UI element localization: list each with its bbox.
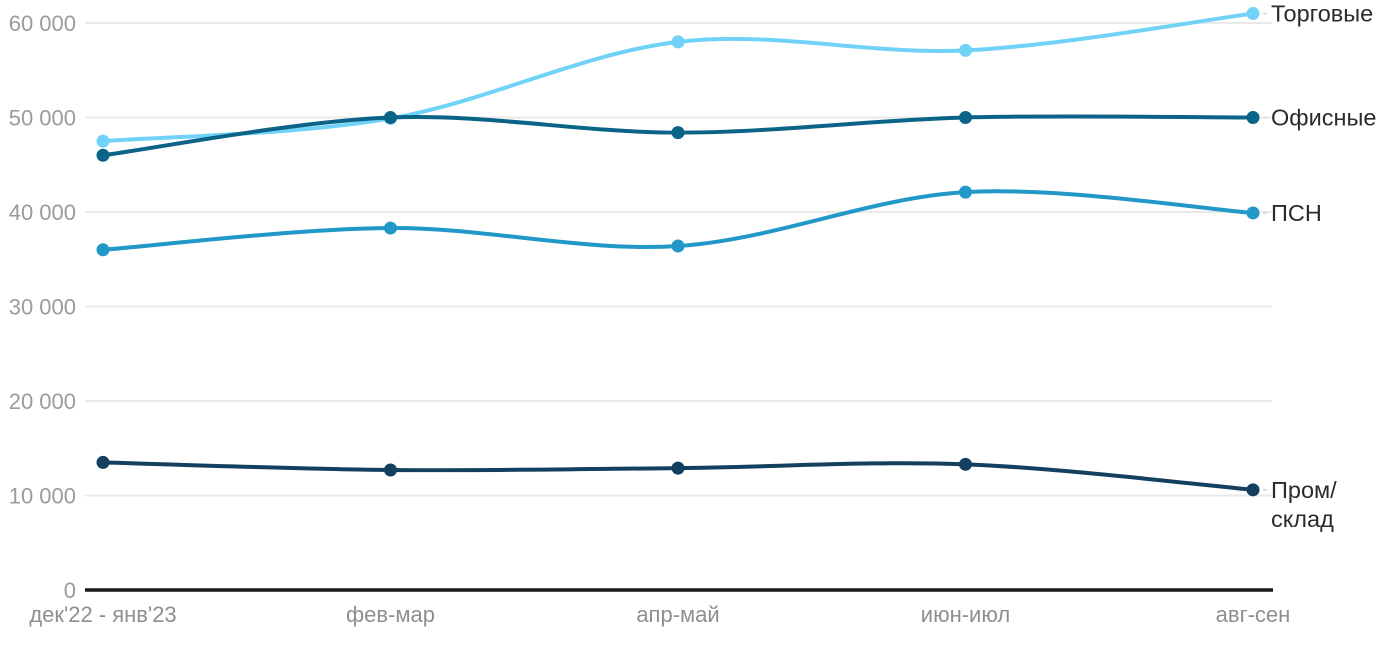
series-end-label: склад [1271, 506, 1334, 532]
data-point [96, 243, 110, 257]
y-tick-label: 20 000 [9, 389, 76, 414]
data-point [1246, 483, 1260, 497]
data-point [671, 35, 685, 49]
series-end-label: Торговые [1271, 1, 1373, 27]
data-point [384, 111, 397, 124]
x-tick-label: апр-май [636, 602, 719, 627]
series-ПСН: ПСН [96, 185, 1322, 257]
x-tick-label: авг-сен [1216, 602, 1291, 627]
y-tick-label: 60 000 [9, 11, 76, 36]
y-tick-label: 0 [64, 578, 76, 603]
data-point [96, 455, 110, 469]
data-point [384, 463, 397, 477]
series-end-label: Пром/ [1271, 477, 1337, 503]
data-point [1246, 111, 1260, 124]
data-point [96, 148, 110, 162]
series-Офисные: Офисные [96, 105, 1376, 162]
x-tick-label: фев-мар [346, 602, 435, 627]
data-point [671, 461, 685, 475]
y-tick-label: 40 000 [9, 200, 76, 225]
y-tick-label: 50 000 [9, 106, 76, 131]
series-line [101, 11, 1255, 144]
y-tick-label: 10 000 [9, 484, 76, 509]
data-point [1246, 206, 1260, 220]
series-end-label: Офисные [1271, 105, 1376, 131]
series-Пром/склад: Пром/склад [96, 455, 1337, 532]
data-point [959, 457, 972, 471]
x-tick-label: июн-июл [921, 602, 1010, 627]
data-point [1246, 7, 1260, 21]
x-tick-label: дек'22 - янв'23 [29, 602, 176, 627]
data-point [671, 126, 685, 140]
data-point [96, 134, 110, 148]
data-point [959, 43, 972, 57]
data-point [959, 111, 972, 124]
data-point [671, 239, 685, 253]
y-tick-label: 30 000 [9, 295, 76, 320]
data-point [384, 221, 397, 235]
series-end-label: ПСН [1271, 200, 1322, 226]
data-point [959, 185, 972, 199]
